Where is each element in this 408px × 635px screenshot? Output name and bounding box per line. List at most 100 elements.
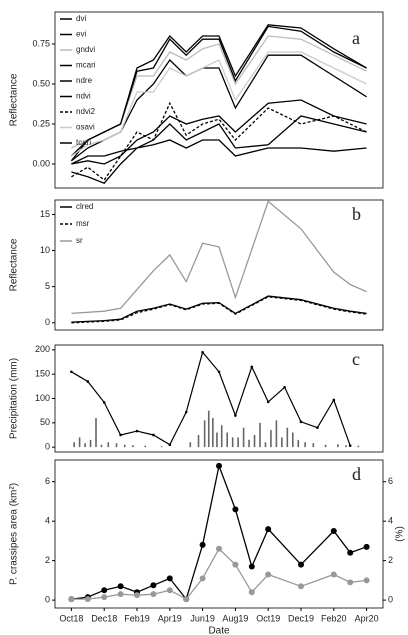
bar [297, 439, 300, 448]
point [101, 587, 108, 594]
point [363, 577, 370, 584]
bar [95, 417, 97, 448]
bar [144, 445, 146, 448]
y2-tick-label: 4 [388, 516, 393, 526]
legend-label: ndre [76, 76, 93, 85]
point [184, 410, 188, 414]
bar [160, 446, 163, 448]
point [150, 591, 157, 598]
y-tick-label: 200 [35, 344, 50, 354]
series-line [71, 295, 367, 323]
point [347, 549, 354, 556]
y-tick-label: 15 [40, 209, 50, 219]
bar [248, 439, 250, 448]
point [168, 443, 172, 447]
point [330, 528, 337, 535]
y2-tick-label: 0 [388, 594, 393, 604]
series-line [71, 99, 367, 165]
bar [259, 422, 261, 448]
point [248, 563, 255, 570]
bar [78, 437, 81, 448]
y-tick-label: 0 [45, 317, 50, 327]
y-tick-label: 50 [40, 417, 50, 427]
x-tick-label: Apr20 [355, 613, 379, 623]
point [152, 433, 155, 437]
point [166, 575, 173, 582]
point [201, 350, 204, 354]
series-line [71, 35, 367, 149]
y-tick-label: 0.50 [32, 78, 50, 88]
legend-label: sr [76, 236, 83, 245]
point [102, 401, 106, 404]
point [86, 380, 90, 383]
point [232, 506, 239, 513]
legend-label: mcari [76, 61, 96, 70]
bar [231, 437, 234, 448]
bar [253, 434, 256, 448]
bar [324, 444, 327, 448]
plot-frame [54, 459, 384, 609]
bar [115, 443, 118, 448]
y-tick-label: 5 [45, 281, 50, 291]
bar [73, 442, 75, 448]
x-tick-label: Dec18 [91, 613, 117, 623]
y-tick-label: 0.25 [32, 118, 50, 128]
y2-tick-label: 2 [388, 555, 393, 565]
bar [281, 437, 283, 448]
point [283, 386, 286, 389]
y-tick-label: 0.00 [32, 158, 50, 168]
x-tick-label: Feb20 [321, 613, 347, 623]
panel-letter: d [352, 464, 361, 484]
bar [132, 445, 134, 448]
y-tick-label: 0.75 [32, 38, 50, 48]
y-tick-label: 100 [35, 393, 50, 403]
point [232, 561, 239, 568]
point [298, 583, 304, 590]
bar [84, 443, 86, 448]
bar [242, 427, 245, 448]
bar [107, 442, 110, 448]
point [299, 420, 303, 424]
point [348, 444, 352, 447]
bar [292, 432, 294, 448]
y-tick-label: 150 [35, 369, 50, 379]
bar [264, 442, 267, 448]
plot-frame [54, 199, 384, 331]
point [216, 545, 222, 552]
series-line [71, 51, 367, 157]
legend-label: dvi [76, 14, 86, 23]
bar [312, 443, 315, 448]
point [166, 587, 173, 594]
x-axis-label: Date [208, 626, 230, 635]
series-line [70, 25, 367, 162]
bar [123, 444, 126, 448]
x-tick-label: Oct18 [59, 613, 83, 623]
series-line [71, 296, 367, 324]
bar [286, 427, 289, 448]
x-tick-label: Aug19 [222, 613, 248, 623]
y2-axis-label: (%) [395, 526, 406, 542]
point [265, 526, 272, 533]
legend-label: msr [76, 219, 90, 228]
point [363, 543, 370, 550]
point [216, 462, 222, 469]
legend-label: ndvi [76, 92, 91, 101]
y2-tick-label: 6 [388, 476, 393, 486]
point [199, 541, 206, 548]
legend-label: clred [76, 202, 93, 211]
bar [237, 437, 239, 448]
y-tick-label: 2 [45, 555, 50, 565]
x-tick-label: Jun19 [190, 613, 215, 623]
bar [89, 439, 92, 448]
series-line [71, 547, 367, 600]
y-axis-label: Reflectance [9, 238, 20, 291]
point [316, 426, 319, 429]
x-tick-label: Apr19 [158, 613, 182, 623]
bar [337, 444, 339, 448]
point [199, 575, 206, 582]
point [135, 429, 139, 433]
x-tick-label: Oct19 [256, 613, 280, 623]
x-tick-label: Feb19 [124, 613, 150, 623]
panel-letter: a [352, 28, 360, 48]
point [248, 589, 255, 596]
